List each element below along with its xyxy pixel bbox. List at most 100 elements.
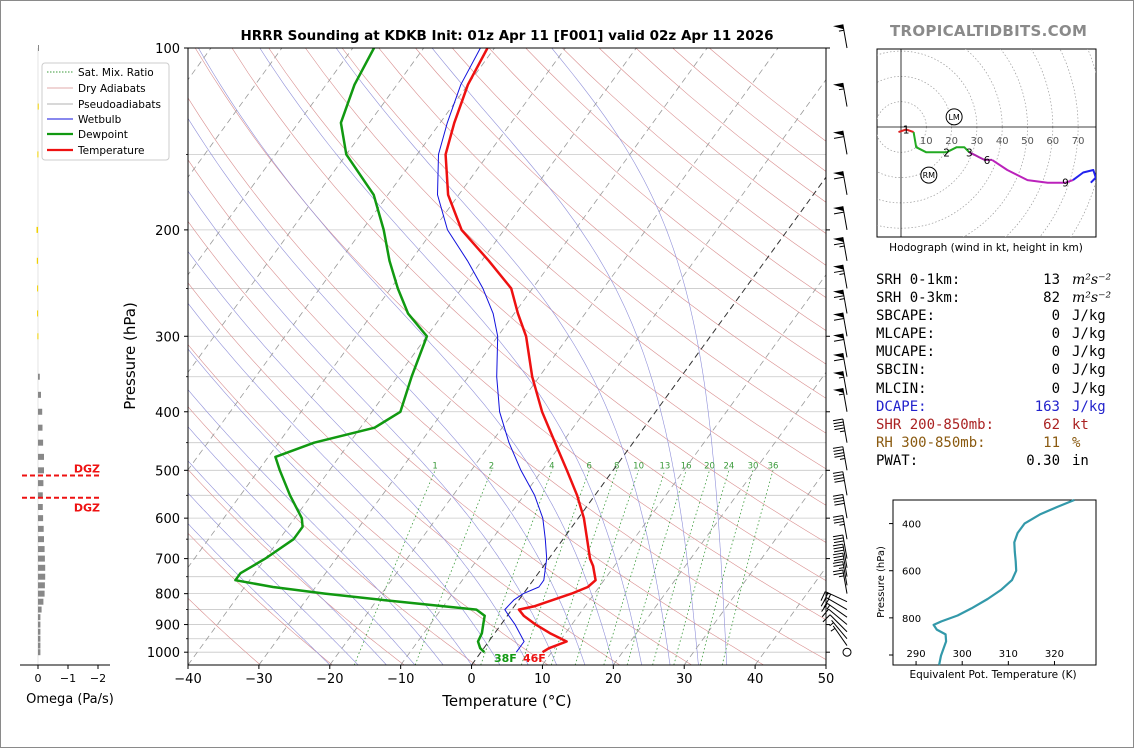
- wind-barb: [832, 333, 848, 358]
- barb-full: [833, 242, 844, 246]
- stat-unit: J/kg: [1072, 380, 1106, 397]
- barb-half: [830, 627, 836, 632]
- stat-value: 0.30: [1026, 452, 1060, 469]
- barb-full: [833, 211, 844, 215]
- hodo-ring-label: 30: [971, 136, 984, 147]
- barb-half: [828, 593, 832, 599]
- dry-adiabat: [188, 406, 477, 665]
- theta-x-tick-label: 290: [907, 649, 926, 660]
- skewt-traces: [234, 48, 597, 654]
- isotherm: [188, 48, 637, 665]
- omega-bar: [38, 555, 45, 562]
- mixing-ratio-line: [652, 470, 710, 665]
- omega-bar: [38, 628, 41, 635]
- dry-adiabat: [415, 48, 826, 399]
- wind-barb: [821, 608, 848, 625]
- barb-staff: [842, 534, 848, 559]
- theta-e-frame: [892, 499, 1097, 666]
- skewt-frame: [187, 47, 827, 666]
- barb-half: [838, 393, 844, 396]
- theta-e-x-axis-label: Equivalent Pot. Temperature (K): [909, 669, 1076, 681]
- omega-bar: [37, 310, 39, 317]
- barb-staff: [842, 544, 848, 568]
- barb-staff: [829, 614, 848, 633]
- barb-full: [833, 477, 844, 480]
- barb-full: [833, 421, 844, 425]
- dry-adiabat: [488, 48, 826, 331]
- stat-unit: J/kg: [1072, 362, 1106, 379]
- barb-staff: [842, 82, 848, 107]
- barb-flag: [832, 171, 844, 177]
- x-tick-label: 0: [467, 672, 475, 687]
- x-tick-label: −30: [245, 672, 272, 687]
- mixing-ratio-line: [550, 470, 618, 665]
- omega-bar: [38, 546, 45, 553]
- theta-e-trace: [932, 498, 1075, 666]
- dry-adiabat: [452, 48, 826, 365]
- legend-label-temperature: Temperature: [77, 145, 145, 157]
- barb-flag: [832, 237, 844, 243]
- barb-staff: [827, 602, 848, 618]
- barb-full: [832, 569, 843, 573]
- wind-barb: [832, 171, 848, 195]
- omega-tick-label: −1: [60, 672, 76, 685]
- stat-row: MUCAPE: 0 J/kg: [876, 343, 1126, 361]
- omega-bar: [37, 103, 39, 110]
- wind-barb: [832, 471, 848, 496]
- barb-full: [833, 558, 844, 562]
- omega-bar: [37, 285, 39, 292]
- dry-adiabat: [188, 469, 405, 665]
- wind-barb: [842, 647, 852, 657]
- omega-bar: [38, 621, 41, 628]
- barb-half: [839, 430, 846, 433]
- stat-value: 82: [1043, 290, 1060, 307]
- dry-adiabat: [231, 48, 826, 581]
- omega-panel: 0 −1 −2 DGZ DGZ: [20, 45, 110, 685]
- legend-label-dry-adiabats: Dry Adiabats: [78, 83, 146, 95]
- barb-half: [838, 29, 844, 32]
- stat-unit: J/kg: [1072, 308, 1106, 325]
- pseudoadiabat: [188, 348, 472, 665]
- omega-bar: [38, 614, 41, 621]
- barb-staff: [842, 569, 848, 594]
- stat-label: RH 300-850mb:: [876, 434, 986, 451]
- omega-bar: [38, 424, 43, 431]
- mixing-ratio-label: 1: [432, 461, 437, 471]
- dry-adiabat: [341, 48, 826, 470]
- stat-label: SBCIN:: [876, 362, 927, 379]
- isotherm: [329, 48, 779, 665]
- pseudoadiabat: [188, 523, 331, 665]
- theta-x-tick-label: 320: [1045, 649, 1064, 660]
- stat-unit: m²s⁻²: [1072, 272, 1112, 288]
- mixing-ratio-line: [521, 470, 590, 665]
- pseudoadiabat: [551, 48, 728, 665]
- stat-label: SBCAPE:: [876, 308, 936, 325]
- mixing-ratio-label: 13: [659, 461, 670, 471]
- barb-full: [823, 592, 829, 603]
- barb-full: [833, 358, 844, 362]
- barb-full: [833, 452, 844, 455]
- barb-full: [832, 561, 843, 564]
- dry-adiabat: [268, 48, 826, 543]
- pseudoadiabat: [188, 190, 557, 665]
- barb-full: [833, 270, 844, 273]
- omega-bar: [37, 151, 39, 158]
- isotherm: [188, 48, 354, 276]
- dry-adiabat: [188, 220, 692, 665]
- skewt-x-axis-label: Temperature (°C): [441, 692, 571, 710]
- barb-full: [833, 176, 844, 180]
- stat-unit: J/kg: [1072, 398, 1106, 415]
- wind-barb: [832, 264, 848, 289]
- stat-row: MLCAPE: 0 J/kg: [876, 325, 1126, 343]
- barb-half: [838, 575, 844, 578]
- barb-full: [832, 515, 843, 518]
- hodo-ring-label: 60: [1046, 136, 1059, 147]
- stat-value: 0: [1051, 344, 1060, 361]
- barb-full: [833, 549, 844, 553]
- wind-barb: [832, 515, 848, 540]
- hodo-segment-3-6km: [968, 151, 993, 161]
- x-tick-label: −40: [174, 672, 201, 687]
- wind-barb: [832, 494, 848, 519]
- barb-full: [833, 546, 844, 550]
